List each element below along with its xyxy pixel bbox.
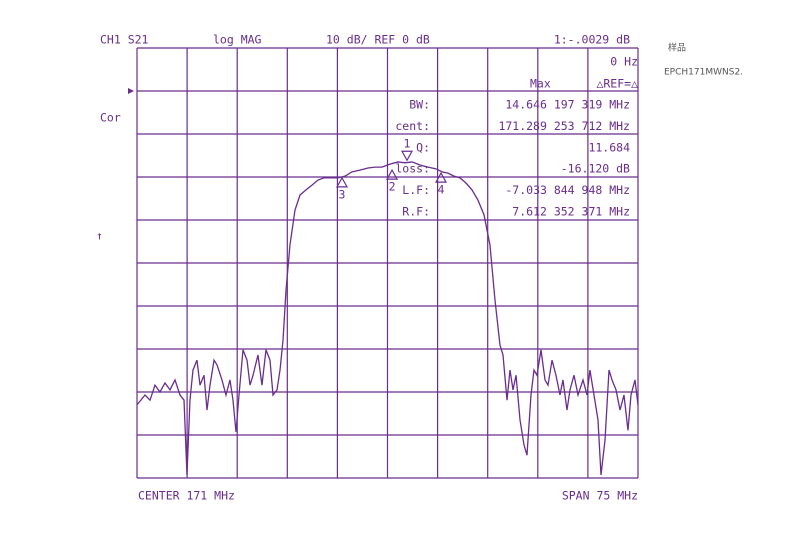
marker-label: 3 [339,187,346,201]
marker-label: 4 [438,183,445,197]
span-label: SPAN 75 MHz [562,489,638,503]
readout-value: 171.289 253 712 MHz [498,119,630,133]
marker-label: 1 [404,137,411,151]
readout-value: -16.120 dB [561,162,630,176]
readout-label: cent: [395,119,430,133]
readout-value: 11.684 [588,140,630,154]
marker [335,176,349,188]
header-text: 0 Hz [610,55,638,69]
readout-value: 7.612 352 371 MHz [512,205,630,219]
marker-label: 2 [389,180,396,194]
ref-pointer [128,88,134,94]
readout-label: L.F: [402,183,430,197]
side-label: Cor [100,111,121,125]
center-label: CENTER 171 MHz [138,489,235,503]
readout-label: loss: [395,162,430,176]
arrow-symbol: ↑ [96,229,103,243]
marker [386,168,399,180]
header-text: 10 dB/ REF 0 dB [326,33,430,47]
readout-label: Q: [416,140,430,154]
marker [434,171,448,183]
handwritten-note: EPCH171MWNS2. [664,68,743,78]
handwritten-note: 样品 [668,42,686,54]
readout-label: R.F: [402,205,430,219]
readout-value: -7.033 844 948 MHz [505,183,630,197]
header-text: 1:-.0029 dB [554,33,630,47]
readout-value: 14.646 197 319 MHz [505,98,630,112]
header-text: △REF=△ [596,77,638,91]
readout-label: BW: [409,98,430,112]
header-text: CH1 S21 [100,33,149,47]
trace [136,161,639,476]
header-text: Max [530,77,551,91]
marker [400,150,414,162]
header-text: log MAG [213,33,262,47]
